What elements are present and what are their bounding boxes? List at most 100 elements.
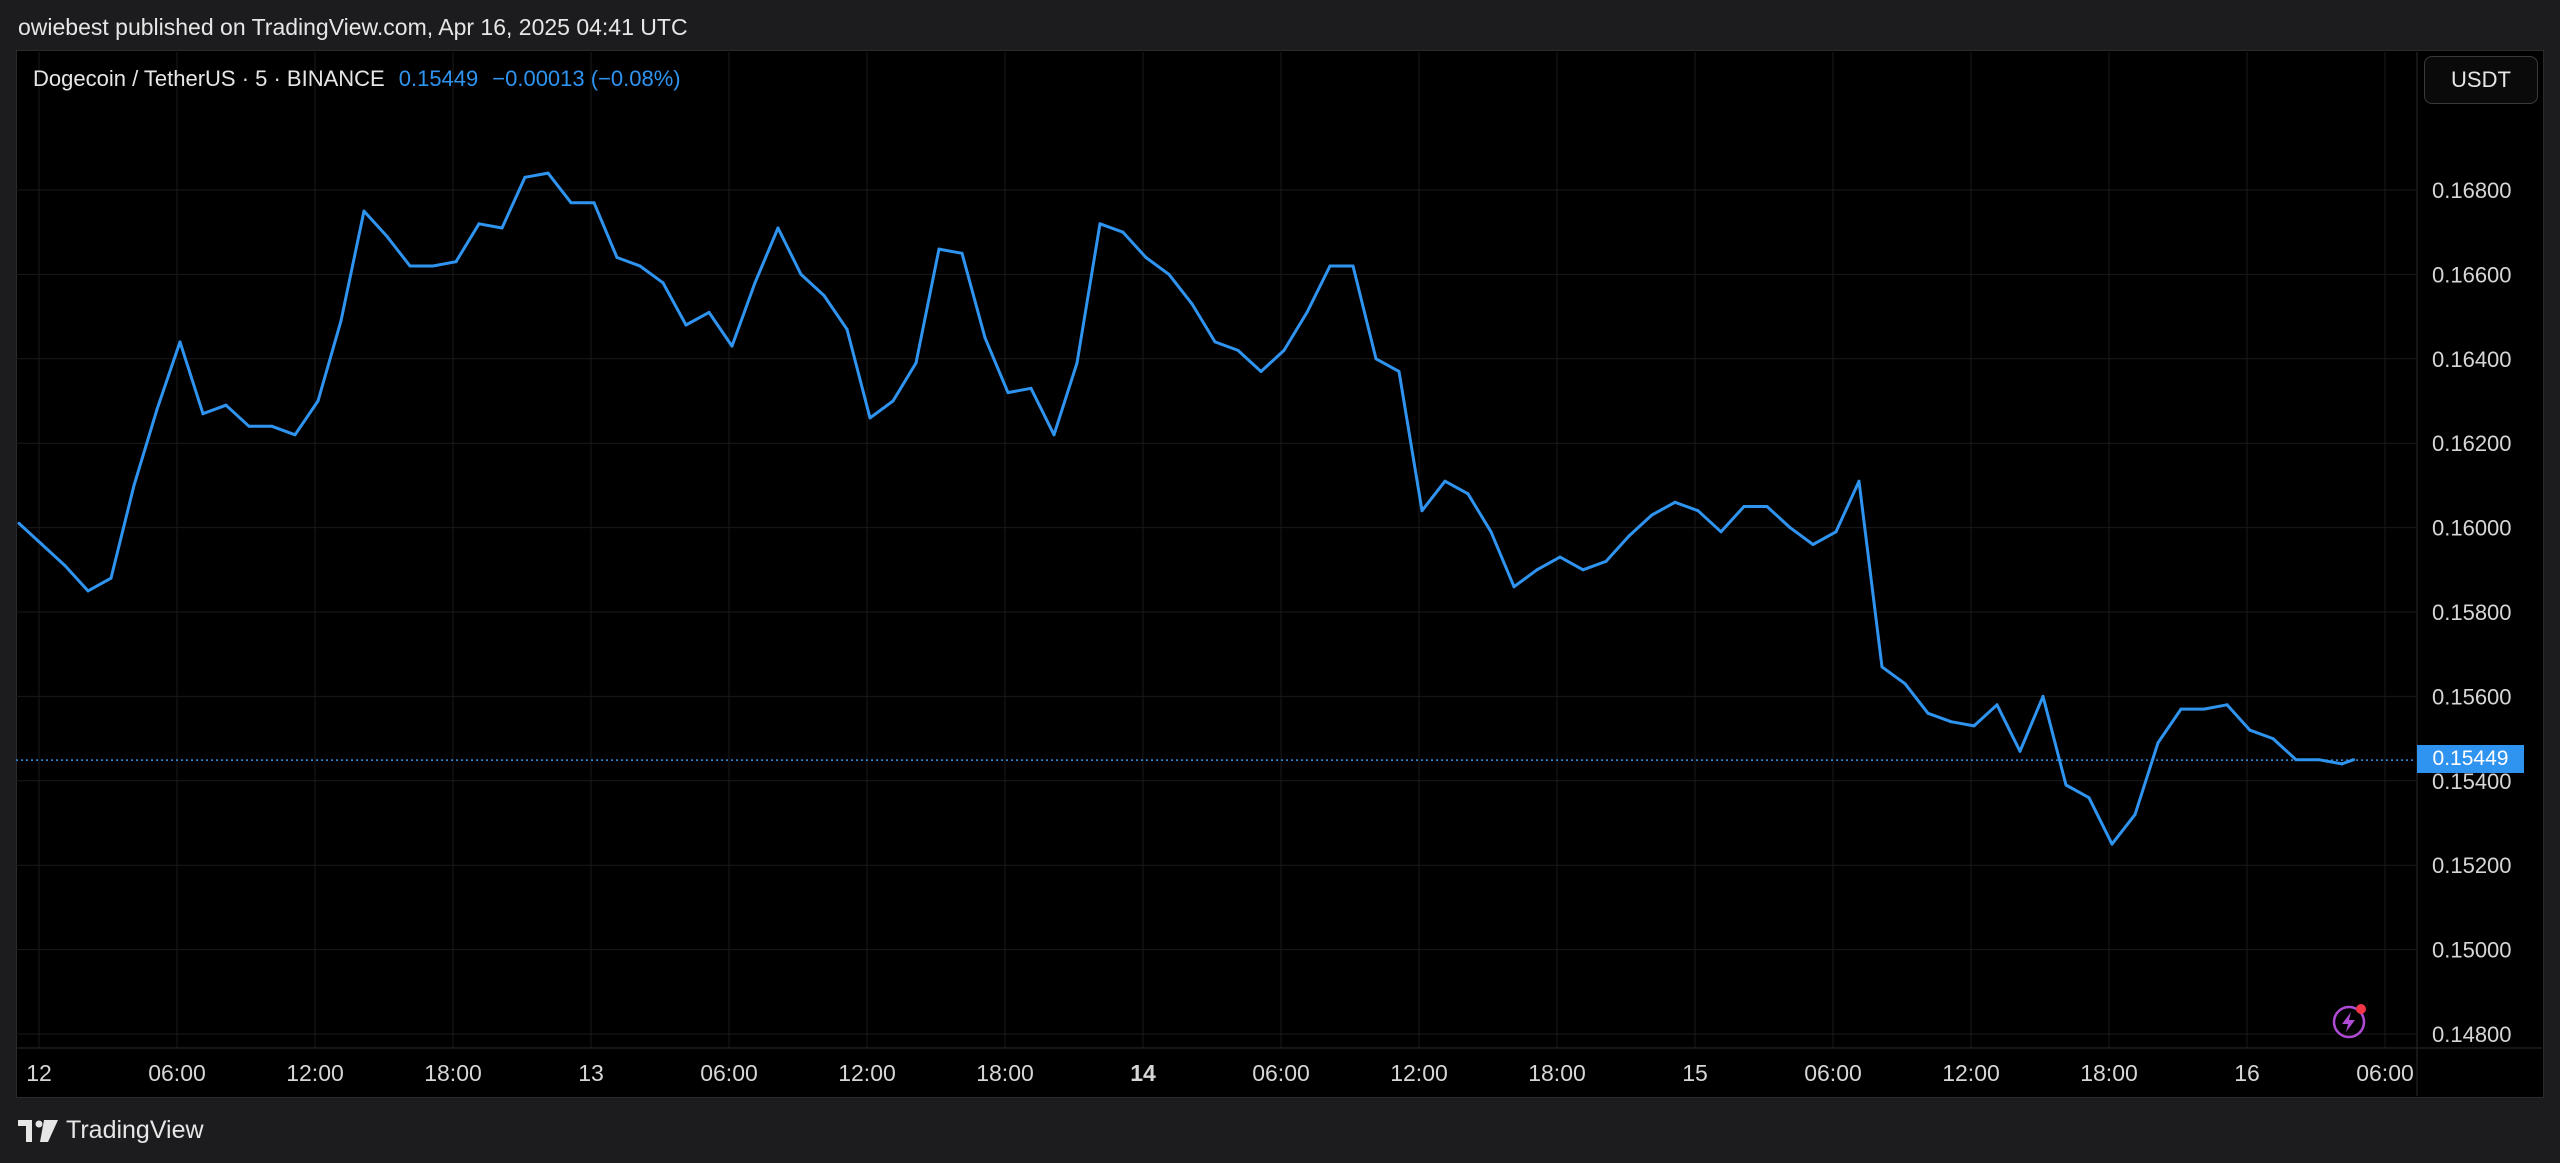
price-point	[2110, 842, 2114, 846]
price-point	[1259, 370, 1263, 373]
x-tick-label: 18:00	[424, 1060, 482, 1086]
price-point	[500, 226, 504, 230]
y-tick-label: 0.15600	[2432, 684, 2512, 709]
price-point	[1282, 348, 1286, 352]
price-point	[638, 264, 642, 268]
price-point	[385, 234, 389, 238]
price-point	[1489, 530, 1493, 534]
y-tick-label: 0.15800	[2432, 600, 2512, 625]
price-point	[1834, 530, 1838, 534]
price-point	[1305, 310, 1309, 314]
x-tick-label: 16	[2234, 1060, 2260, 1086]
price-point	[2087, 796, 2091, 800]
price-point	[960, 251, 964, 255]
chart-grid	[16, 52, 2542, 1096]
price-point	[132, 483, 136, 487]
price-point	[707, 310, 711, 314]
y-tick-label: 0.16000	[2432, 516, 2512, 541]
x-tick-label: 12:00	[838, 1060, 896, 1086]
price-point	[1742, 505, 1746, 508]
price-point	[1811, 543, 1815, 546]
price-point	[63, 564, 67, 568]
price-point	[1627, 534, 1631, 538]
price-point	[1581, 568, 1585, 572]
x-tick-label: 13	[578, 1060, 604, 1086]
price-point	[1673, 500, 1677, 504]
price-point	[776, 226, 780, 230]
price-point	[2018, 749, 2022, 753]
price-point	[2294, 758, 2298, 762]
price-point	[799, 272, 803, 276]
price-point	[201, 412, 205, 416]
lightning-icon[interactable]	[2330, 1003, 2368, 1041]
price-point	[914, 361, 918, 365]
price-point	[891, 399, 895, 403]
x-tick-label: 12	[26, 1060, 52, 1086]
price-points	[17, 171, 2355, 846]
price-point	[2156, 741, 2160, 745]
price-point	[1972, 724, 1976, 728]
price-point	[1443, 479, 1447, 483]
price-point	[1926, 711, 1930, 715]
price-point	[1949, 720, 1953, 724]
price-point	[362, 209, 366, 213]
publisher-bar: owiebest published on TradingView.com, A…	[0, 0, 2560, 50]
x-tick-label: 06:00	[148, 1060, 206, 1086]
price-point	[2352, 758, 2355, 762]
y-tick-label: 0.16600	[2432, 262, 2512, 287]
price-point	[684, 323, 688, 327]
x-axis: 12 06:00 12:00 18:00 13 06:00 12:00 18:00 14 06:0…	[26, 1060, 2414, 1086]
price-point	[546, 171, 550, 175]
price-point	[477, 222, 481, 226]
y-axis: 0.16800 0.16600 0.16400 0.16200 0.16000 0.158…	[2432, 178, 2512, 1047]
price-point	[569, 201, 573, 205]
price-point	[40, 543, 44, 546]
x-tick-label: 12:00	[1390, 1060, 1448, 1086]
chart-legend: Dogecoin / TetherUS · 5 · BINANCE 0.1544…	[33, 66, 681, 92]
price-point	[615, 256, 619, 259]
footer-bar: TradingView	[0, 1098, 2560, 1163]
x-tick-label: 06:00	[2356, 1060, 2414, 1086]
price-point	[1995, 703, 1999, 707]
price-point	[1213, 340, 1217, 344]
price-point	[431, 264, 435, 268]
price-point	[2133, 813, 2137, 817]
price-point	[1328, 264, 1332, 268]
price-point	[178, 340, 182, 344]
price-change: −0.00013 (−0.08%)	[492, 66, 681, 91]
price-point	[753, 281, 757, 285]
price-point	[2041, 694, 2045, 698]
price-point	[224, 403, 228, 407]
price-point	[845, 327, 849, 331]
x-tick-label: 18:00	[976, 1060, 1034, 1086]
y-tick-label: 0.15200	[2432, 853, 2512, 878]
x-tick-label: 14	[1130, 1060, 1156, 1086]
chart-frame[interactable]	[16, 50, 2544, 1098]
y-tick-label: 0.16800	[2432, 178, 2512, 203]
price-point	[1190, 302, 1194, 306]
price-point	[1029, 386, 1033, 390]
price-point	[1420, 509, 1424, 513]
y-tick-label: 0.15000	[2432, 938, 2512, 963]
price-point	[1098, 222, 1102, 226]
price-point	[1466, 492, 1470, 496]
price-point	[339, 319, 343, 323]
price-point	[1006, 391, 1010, 395]
x-tick-label: 18:00	[1528, 1060, 1586, 1086]
price-point	[2340, 762, 2344, 766]
currency-button[interactable]: USDT	[2424, 56, 2538, 104]
price-point	[2064, 783, 2068, 787]
price-point	[937, 247, 941, 251]
price-point	[1144, 256, 1148, 259]
price-point	[316, 399, 320, 403]
price-point	[1903, 682, 1907, 686]
x-tick-label: 15	[1682, 1060, 1708, 1086]
tradingview-logo-icon	[18, 1119, 58, 1142]
symbol-label[interactable]: Dogecoin / TetherUS · 5 · BINANCE	[33, 66, 385, 91]
tradingview-brand[interactable]: TradingView	[18, 1116, 204, 1145]
y-tick-label: 0.16200	[2432, 431, 2512, 456]
price-point	[730, 344, 734, 348]
price-point	[293, 433, 297, 437]
x-tick-label: 06:00	[1252, 1060, 1310, 1086]
